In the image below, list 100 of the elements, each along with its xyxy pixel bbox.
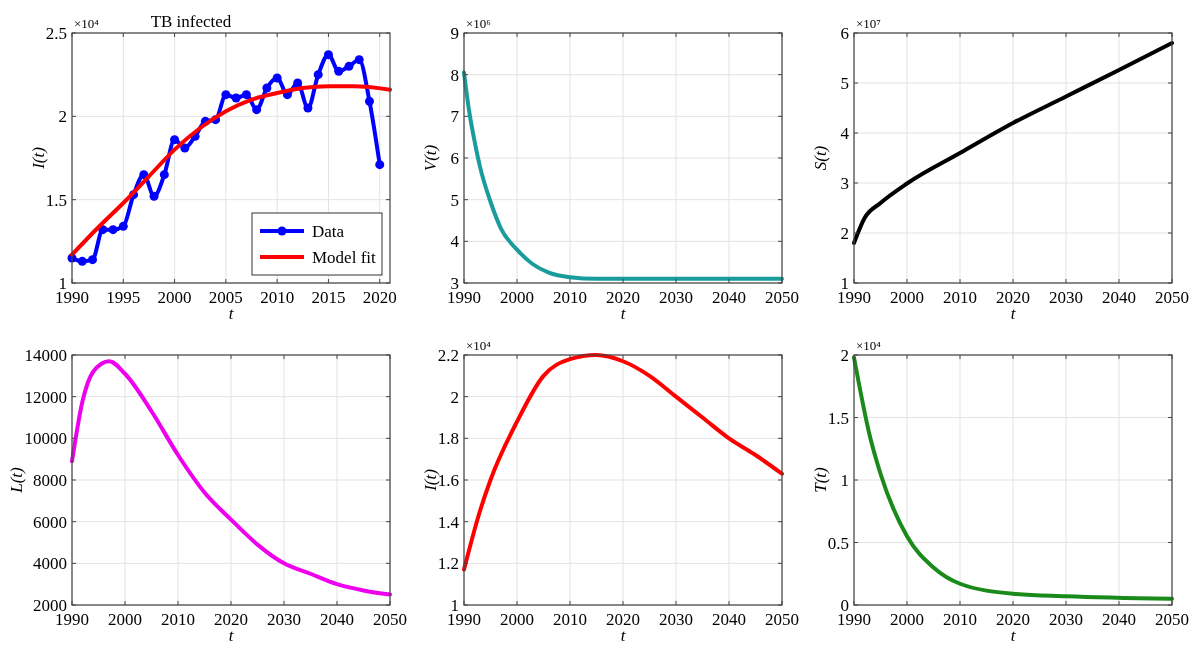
point <box>118 221 128 231</box>
y-tick-label: 2 <box>450 387 459 407</box>
y-tick-label: 6 <box>450 149 459 168</box>
line-series <box>852 41 1174 245</box>
x-tick-label: 2000 <box>157 288 192 307</box>
point <box>159 170 169 180</box>
x-axis-title: t <box>228 626 235 645</box>
x-tick-label: 2000 <box>500 610 534 629</box>
point <box>241 90 251 100</box>
text: ×10⁴ <box>856 338 882 353</box>
y-tick-label: 7 <box>450 107 460 127</box>
x-axis-title: t <box>228 304 235 323</box>
point <box>108 225 118 235</box>
point <box>88 255 98 265</box>
chart-title: TB infected <box>150 12 232 31</box>
y-tick-label: 4 <box>840 124 850 143</box>
y-tick-label: 1.8 <box>437 429 459 449</box>
y-axis-title: T(t) <box>811 466 830 493</box>
x-tick-label: 2050 <box>765 288 799 307</box>
y-tick-label: 4000 <box>33 554 67 574</box>
x-tick-label: 2000 <box>108 610 142 629</box>
x-axis-title: t <box>1010 304 1017 323</box>
x-tick-label: 2040 <box>1102 610 1136 629</box>
x-tick-label: 2010 <box>943 288 977 307</box>
text: ×10⁴ <box>466 338 492 353</box>
x-tick-label: 2000 <box>890 610 924 629</box>
y-tick-label: 1.5 <box>827 408 849 428</box>
y-axis-title: I(t) <box>421 468 440 492</box>
x-tick-label: 2010 <box>553 288 587 307</box>
x-tick-label: 2030 <box>267 610 301 629</box>
point <box>334 66 344 76</box>
x-tick-label: 2000 <box>500 288 534 307</box>
y-tick-label: 1.5 <box>45 190 67 210</box>
x-tick-label: 2000 <box>890 288 924 307</box>
y-tick-label: 12000 <box>24 387 67 407</box>
x-tick-label: 2030 <box>1049 610 1083 629</box>
y-tick-label: 1.4 <box>437 512 460 532</box>
y-tick-label: 1 <box>840 471 849 490</box>
y-tick-label: 1.2 <box>437 554 459 574</box>
y-tick-label: 2.5 <box>45 24 67 43</box>
text: ×10⁷ <box>856 16 881 31</box>
point <box>231 93 241 103</box>
point <box>252 105 262 115</box>
x-tick-label: 2040 <box>712 288 746 307</box>
y-tick-label: 14000 <box>24 346 67 365</box>
point <box>293 78 303 88</box>
y-axis-title: L(t) <box>7 466 26 494</box>
y-tick-label: 8000 <box>33 471 67 490</box>
x-tick-label: 2010 <box>161 610 195 629</box>
text: ×10⁴ <box>74 16 100 31</box>
point <box>313 70 323 80</box>
point <box>221 90 231 100</box>
x-tick-label: 2020 <box>362 288 397 307</box>
x-axis-title: t <box>620 304 627 323</box>
y-tick-label: 9 <box>450 24 459 43</box>
point <box>364 96 374 106</box>
x-tick-label: 2040 <box>712 610 746 629</box>
point <box>77 256 87 266</box>
x-tick-label: 2020 <box>214 610 248 629</box>
point <box>303 103 313 113</box>
text: ×10⁶ <box>466 16 491 31</box>
y-tick-label: 8 <box>450 65 459 85</box>
x-tick-label: 2030 <box>659 610 693 629</box>
y-tick-label: 0.5 <box>827 533 849 553</box>
point <box>375 160 385 170</box>
point <box>323 50 333 60</box>
x-tick-label: 2040 <box>320 610 354 629</box>
x-tick-label: 2010 <box>943 610 977 629</box>
y-tick-label: 5 <box>450 190 459 210</box>
x-tick-label: 2005 <box>208 288 243 307</box>
x-tick-label: 2020 <box>996 288 1030 307</box>
x-tick-label: 2050 <box>765 610 799 629</box>
y-tick-label: 2 <box>58 107 67 127</box>
y-axis-title: S(t) <box>811 145 830 171</box>
line-series <box>70 359 392 597</box>
x-tick-label: 2020 <box>996 610 1030 629</box>
x-tick-label: 1995 <box>106 288 141 307</box>
x-axis-title: t <box>1010 626 1017 645</box>
point <box>262 83 272 93</box>
x-tick-label: 2020 <box>606 288 640 307</box>
y-tick-label: 4 <box>450 232 460 252</box>
x-tick-label: 2030 <box>1049 288 1083 307</box>
point <box>170 135 180 145</box>
legend-label: Data <box>312 222 345 241</box>
y-tick-label: 2 <box>840 224 849 243</box>
y-axis-title: V(t) <box>421 144 440 172</box>
point <box>149 191 159 201</box>
x-tick-label: 2040 <box>1102 288 1136 307</box>
y-tick-label: 6000 <box>33 512 67 532</box>
point <box>354 55 364 65</box>
y-tick-label: 5 <box>840 74 849 93</box>
y-tick-label: 10000 <box>24 429 67 449</box>
x-tick-label: 2050 <box>373 610 407 629</box>
point <box>272 73 282 83</box>
y-tick-label: 2.2 <box>437 346 459 365</box>
y-axis-title: I(t) <box>29 146 48 170</box>
x-tick-label: 2050 <box>1155 610 1189 629</box>
y-tick-label: 6 <box>840 24 849 43</box>
y-tick-label: 3 <box>840 174 849 193</box>
point <box>344 61 354 71</box>
